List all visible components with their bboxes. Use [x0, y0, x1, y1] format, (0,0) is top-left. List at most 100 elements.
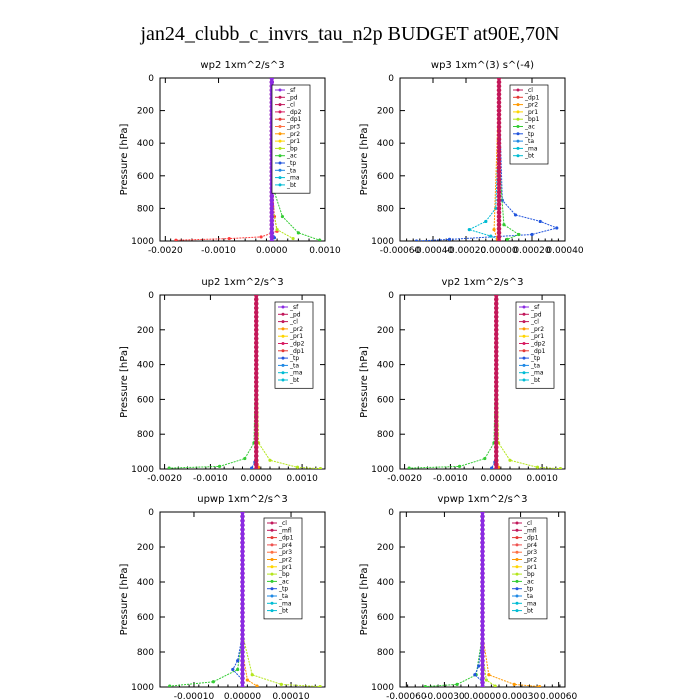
- series-markers-cl: [240, 512, 245, 687]
- x-tick-label: 0.00000: [480, 246, 517, 256]
- data-point: [555, 226, 559, 230]
- x-tick-label: -0.0020: [387, 474, 422, 484]
- x-tick-label: 0.00000: [224, 692, 261, 700]
- data-point: [269, 234, 274, 240]
- data-point: [487, 673, 491, 677]
- legend: _cl_mfl_dp1_pr4_pr3_pr2_pr1_bp_ac_tp_ta_…: [263, 517, 303, 620]
- legend-label: _ta: [278, 593, 288, 600]
- data-point: [254, 331, 259, 337]
- data-point: [254, 445, 259, 450]
- data-point: [480, 544, 485, 550]
- series-group: [407, 295, 563, 469]
- legend-marker: [270, 601, 274, 605]
- legend-marker: [516, 88, 520, 92]
- data-point: [240, 518, 245, 523]
- data-point: [254, 401, 259, 406]
- data-point: [269, 218, 274, 223]
- data-point: [494, 423, 499, 428]
- data-point: [494, 358, 499, 363]
- series-markers-pr1: [174, 92, 279, 241]
- data-point: [494, 331, 499, 337]
- legend-label: _pd: [289, 311, 301, 318]
- data-point: [496, 112, 502, 117]
- data-point: [496, 120, 502, 126]
- legend-box: [508, 517, 548, 620]
- data-point: [243, 456, 247, 461]
- y-tick-label: 800: [137, 430, 154, 440]
- x-tick-label: 0.0000: [241, 474, 273, 484]
- data-point: [240, 671, 245, 677]
- series-markers-dp1: [407, 328, 498, 469]
- data-point: [473, 673, 477, 677]
- y-tick-label: 400: [377, 361, 394, 371]
- y-tick-label: 1000: [131, 237, 154, 247]
- legend-marker: [278, 161, 282, 165]
- data-point: [494, 310, 499, 315]
- x-tick-label: 0.00000: [464, 692, 501, 700]
- y-tick-label: 200: [137, 326, 154, 336]
- legend-marker: [281, 349, 285, 353]
- x-tick-label: -0.0010: [433, 474, 468, 484]
- panel-title: upwp 1xm^2/s^3: [197, 494, 287, 505]
- legend-label: _tp: [524, 131, 534, 138]
- y-tick-label: 0: [148, 508, 154, 518]
- data-point: [496, 153, 502, 158]
- y-axis-label: Pressure [hPa]: [359, 124, 370, 196]
- data-point: [494, 466, 499, 469]
- y-tick-label: 800: [137, 648, 154, 658]
- y-tick-label: 400: [137, 139, 154, 149]
- series-markers-cl: [480, 512, 485, 687]
- legend-marker: [515, 558, 519, 561]
- legend-marker: [278, 183, 282, 187]
- data-point: [240, 662, 245, 668]
- data-point: [254, 375, 259, 380]
- data-point: [254, 353, 259, 359]
- data-point: [240, 597, 245, 602]
- data-point: [269, 238, 274, 241]
- data-point: [538, 219, 542, 224]
- data-point: [240, 680, 245, 685]
- data-point: [211, 680, 215, 684]
- panel-title: wp3 1xm^(3) s^(-4): [431, 60, 534, 71]
- legend-label: _pr2: [278, 557, 292, 564]
- series-line-tp: [232, 634, 243, 681]
- legend-label: _mfl: [278, 527, 292, 534]
- data-point: [496, 206, 502, 211]
- data-point: [480, 676, 485, 681]
- data-point: [254, 340, 259, 346]
- data-point: [496, 108, 502, 113]
- legend-marker: [515, 609, 519, 613]
- legend-label: _dp1: [523, 535, 539, 542]
- legend-marker: [278, 146, 282, 150]
- data-point: [480, 619, 485, 624]
- data-point: [480, 575, 485, 580]
- legend-label: _ma: [286, 175, 300, 182]
- legend-marker: [522, 349, 526, 353]
- y-tick-label: 800: [137, 204, 154, 214]
- data-point: [167, 466, 171, 469]
- legend-label: _bt: [523, 608, 534, 615]
- data-point: [494, 366, 499, 372]
- legend-marker: [270, 558, 274, 561]
- data-point: [494, 462, 499, 467]
- data-point: [480, 662, 485, 668]
- data-point: [250, 673, 254, 677]
- data-point: [254, 410, 259, 415]
- legend-label: _bp: [286, 145, 298, 152]
- x-tick-label: -0.00010: [174, 692, 215, 700]
- data-point: [480, 684, 485, 687]
- data-point: [496, 124, 502, 130]
- legend-marker: [515, 521, 519, 525]
- legend-label: _dp1: [286, 116, 302, 123]
- legend-marker: [515, 565, 519, 569]
- legend-label: _dp1: [278, 535, 294, 542]
- legend-label: _tp: [523, 586, 533, 593]
- data-point: [259, 235, 263, 239]
- legend-label: _ma: [278, 600, 292, 607]
- data-point: [455, 682, 459, 686]
- data-point: [480, 527, 485, 532]
- data-point: [240, 636, 245, 642]
- data-point: [484, 678, 488, 682]
- series-line-tp: [474, 634, 483, 683]
- data-point: [492, 227, 496, 232]
